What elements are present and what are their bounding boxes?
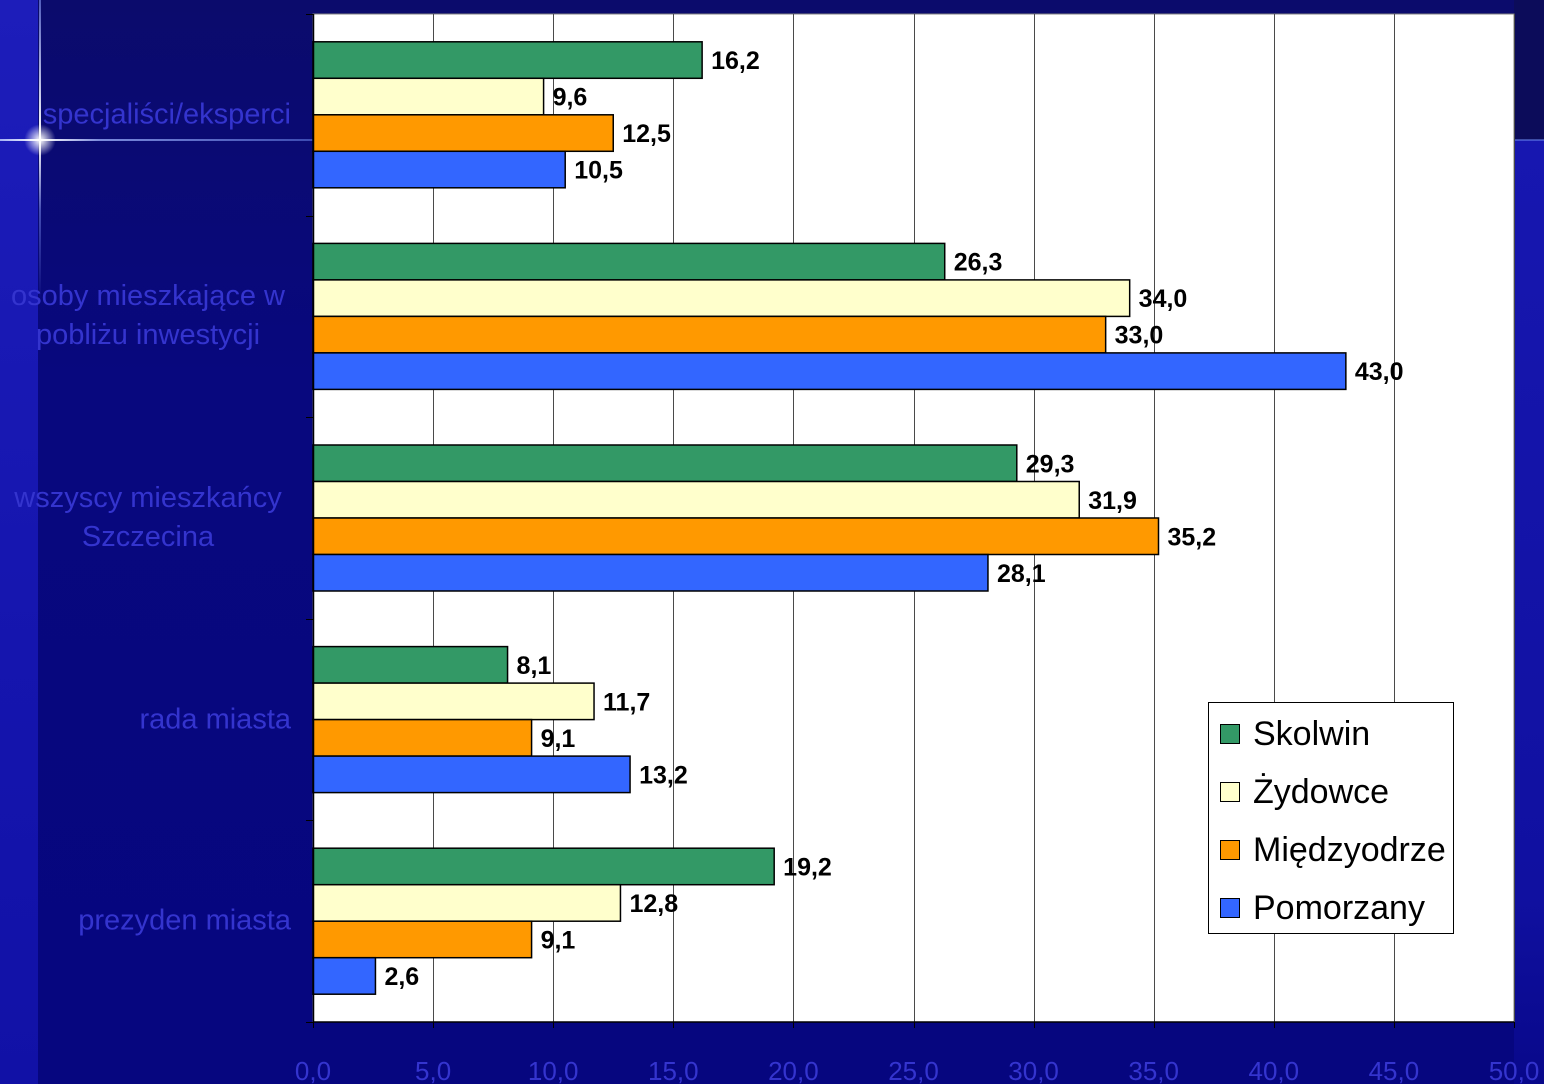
x-tick-label-9: 45,0 — [1369, 1056, 1420, 1084]
legend-label-miedzyodrze: Międzyodrze — [1253, 831, 1446, 869]
bar-skolwin-prezyden-miasta — [312, 847, 775, 886]
legend-label-zydowce: Żydowce — [1253, 773, 1390, 811]
data-label-pomorzany-rada-miasta: 13,2 — [639, 761, 688, 789]
legend-swatch-miedzyodrze — [1220, 840, 1240, 860]
bar-pomorzany-osoby-mieszkajace-w-poblizu-inwestycji — [312, 352, 1347, 391]
x-tick-label-10: 50,0 — [1489, 1056, 1540, 1084]
category-label-osoby-mieszkajace-w-poblizu-inwestycji: osoby mieszkające w pobliżu inwestycji — [11, 280, 285, 352]
category-label-rada-miasta: rada miasta — [139, 703, 291, 736]
bars — [312, 41, 1347, 995]
x-tick-label-7: 35,0 — [1128, 1056, 1179, 1084]
data-label-miedzyodrze-specjalisci-eksperci: 12,5 — [622, 120, 671, 148]
data-label-skolwin-specjalisci-eksperci: 16,2 — [711, 47, 760, 75]
decorative-horizontal-line-right — [1514, 139, 1544, 141]
data-label-pomorzany-specjalisci-eksperci: 10,5 — [574, 157, 623, 185]
chart-legend: Skolwin Żydowce Międzyodrze Pomorzany — [1208, 702, 1454, 934]
bar-miedzyodrze-prezyden-miasta — [312, 920, 533, 959]
decorative-sparkle-icon — [24, 124, 56, 156]
value-axis-tick-labels: 0,0 5,0 10,0 15,0 20,0 25,0 30,0 35,0 40,0 45,0 50… — [295, 1056, 1539, 1084]
data-label-skolwin-osoby-mieszkajace-w-poblizu-inwestycji: 26,3 — [954, 249, 1003, 277]
x-tick-label-1: 5,0 — [415, 1056, 451, 1084]
bar-pomorzany-wszyscy-mieszkancy-szczecina — [312, 553, 989, 592]
legend-item-miedzyodrze: Międzyodrze — [1209, 830, 1453, 870]
legend-item-skolwin: Skolwin — [1209, 714, 1453, 754]
x-tick-label-4: 20,0 — [768, 1056, 819, 1084]
legend-swatch-zydowce — [1220, 782, 1240, 802]
bar-skolwin-osoby-mieszkajace-w-poblizu-inwestycji — [312, 242, 946, 281]
category-label-specjalisci-eksperci: specjaliści/eksperci — [42, 98, 291, 131]
bar-zydowce-rada-miasta — [312, 682, 595, 721]
bar-skolwin-wszyscy-mieszkancy-szczecina — [312, 444, 1018, 483]
data-label-miedzyodrze-rada-miasta: 9,1 — [541, 725, 576, 753]
bar-pomorzany-specjalisci-eksperci — [312, 150, 566, 189]
x-tick-label-6: 30,0 — [1008, 1056, 1059, 1084]
bar-miedzyodrze-rada-miasta — [312, 718, 533, 757]
category-label-wszyscy-mieszkancy-szczecina: wszyscy mieszkańcy Szczecina — [14, 482, 282, 553]
x-tick-label-2: 10,0 — [528, 1056, 579, 1084]
data-labels: 16,2 26,3 29,3 8,1 19,2 9,6 34,0 31,9 11,7 12,8 12… — [384, 47, 1403, 991]
data-label-skolwin-prezyden-miasta: 19,2 — [783, 853, 832, 881]
slide-right-top-panel — [1514, 0, 1544, 140]
data-label-zydowce-prezyden-miasta: 12,8 — [629, 890, 678, 918]
bar-zydowce-osoby-mieszkajace-w-poblizu-inwestycji — [312, 279, 1131, 318]
legend-swatch-skolwin — [1220, 724, 1240, 744]
data-label-pomorzany-wszyscy-mieszkancy-szczecina: 28,1 — [997, 560, 1046, 588]
bar-zydowce-wszyscy-mieszkancy-szczecina — [312, 480, 1080, 519]
x-tick-label-8: 40,0 — [1248, 1056, 1299, 1084]
slide-right-panel — [1514, 140, 1544, 1084]
legend-swatch-pomorzany — [1220, 898, 1240, 918]
slide-left-stripe — [0, 0, 38, 1084]
data-label-zydowce-wszyscy-mieszkancy-szczecina: 31,9 — [1088, 487, 1137, 515]
data-label-pomorzany-prezyden-miasta: 2,6 — [384, 963, 419, 991]
axes — [306, 14, 1515, 1028]
data-label-skolwin-rada-miasta: 8,1 — [517, 652, 552, 680]
x-tick-label-0: 0,0 — [295, 1056, 331, 1084]
decorative-horizontal-line — [0, 139, 313, 141]
bar-pomorzany-prezyden-miasta — [312, 956, 377, 995]
data-label-miedzyodrze-osoby-mieszkajace-w-poblizu-inwestycji: 33,0 — [1115, 322, 1164, 350]
data-label-miedzyodrze-prezyden-miasta: 9,1 — [541, 926, 576, 954]
legend-label-skolwin: Skolwin — [1253, 715, 1371, 753]
data-label-pomorzany-osoby-mieszkajace-w-poblizu-inwestycji: 43,0 — [1355, 358, 1404, 386]
bar-zydowce-prezyden-miasta — [312, 883, 622, 922]
bar-miedzyodrze-osoby-mieszkajace-w-poblizu-inwestycji — [312, 315, 1107, 354]
bar-skolwin-specjalisci-eksperci — [312, 41, 703, 80]
x-tick-label-5: 25,0 — [888, 1056, 939, 1084]
bar-miedzyodrze-wszyscy-mieszkancy-szczecina — [312, 517, 1160, 556]
bar-skolwin-rada-miasta — [312, 645, 509, 684]
bar-pomorzany-rada-miasta — [312, 755, 631, 794]
data-label-skolwin-wszyscy-mieszkancy-szczecina: 29,3 — [1026, 450, 1075, 478]
data-label-zydowce-specjalisci-eksperci: 9,6 — [553, 84, 588, 112]
legend-label-pomorzany: Pomorzany — [1253, 889, 1425, 927]
bar-zydowce-specjalisci-eksperci — [312, 77, 545, 116]
data-label-miedzyodrze-wszyscy-mieszkancy-szczecina: 35,2 — [1168, 523, 1217, 551]
bar-miedzyodrze-specjalisci-eksperci — [312, 114, 614, 153]
legend-item-zydowce: Żydowce — [1209, 772, 1453, 812]
x-tick-label-3: 15,0 — [648, 1056, 699, 1084]
legend-item-pomorzany: Pomorzany — [1209, 888, 1453, 928]
data-label-zydowce-rada-miasta: 11,7 — [603, 688, 650, 716]
category-label-prezyden-miasta: prezyden miasta — [78, 904, 291, 937]
data-label-zydowce-osoby-mieszkajace-w-poblizu-inwestycji: 34,0 — [1139, 285, 1188, 313]
